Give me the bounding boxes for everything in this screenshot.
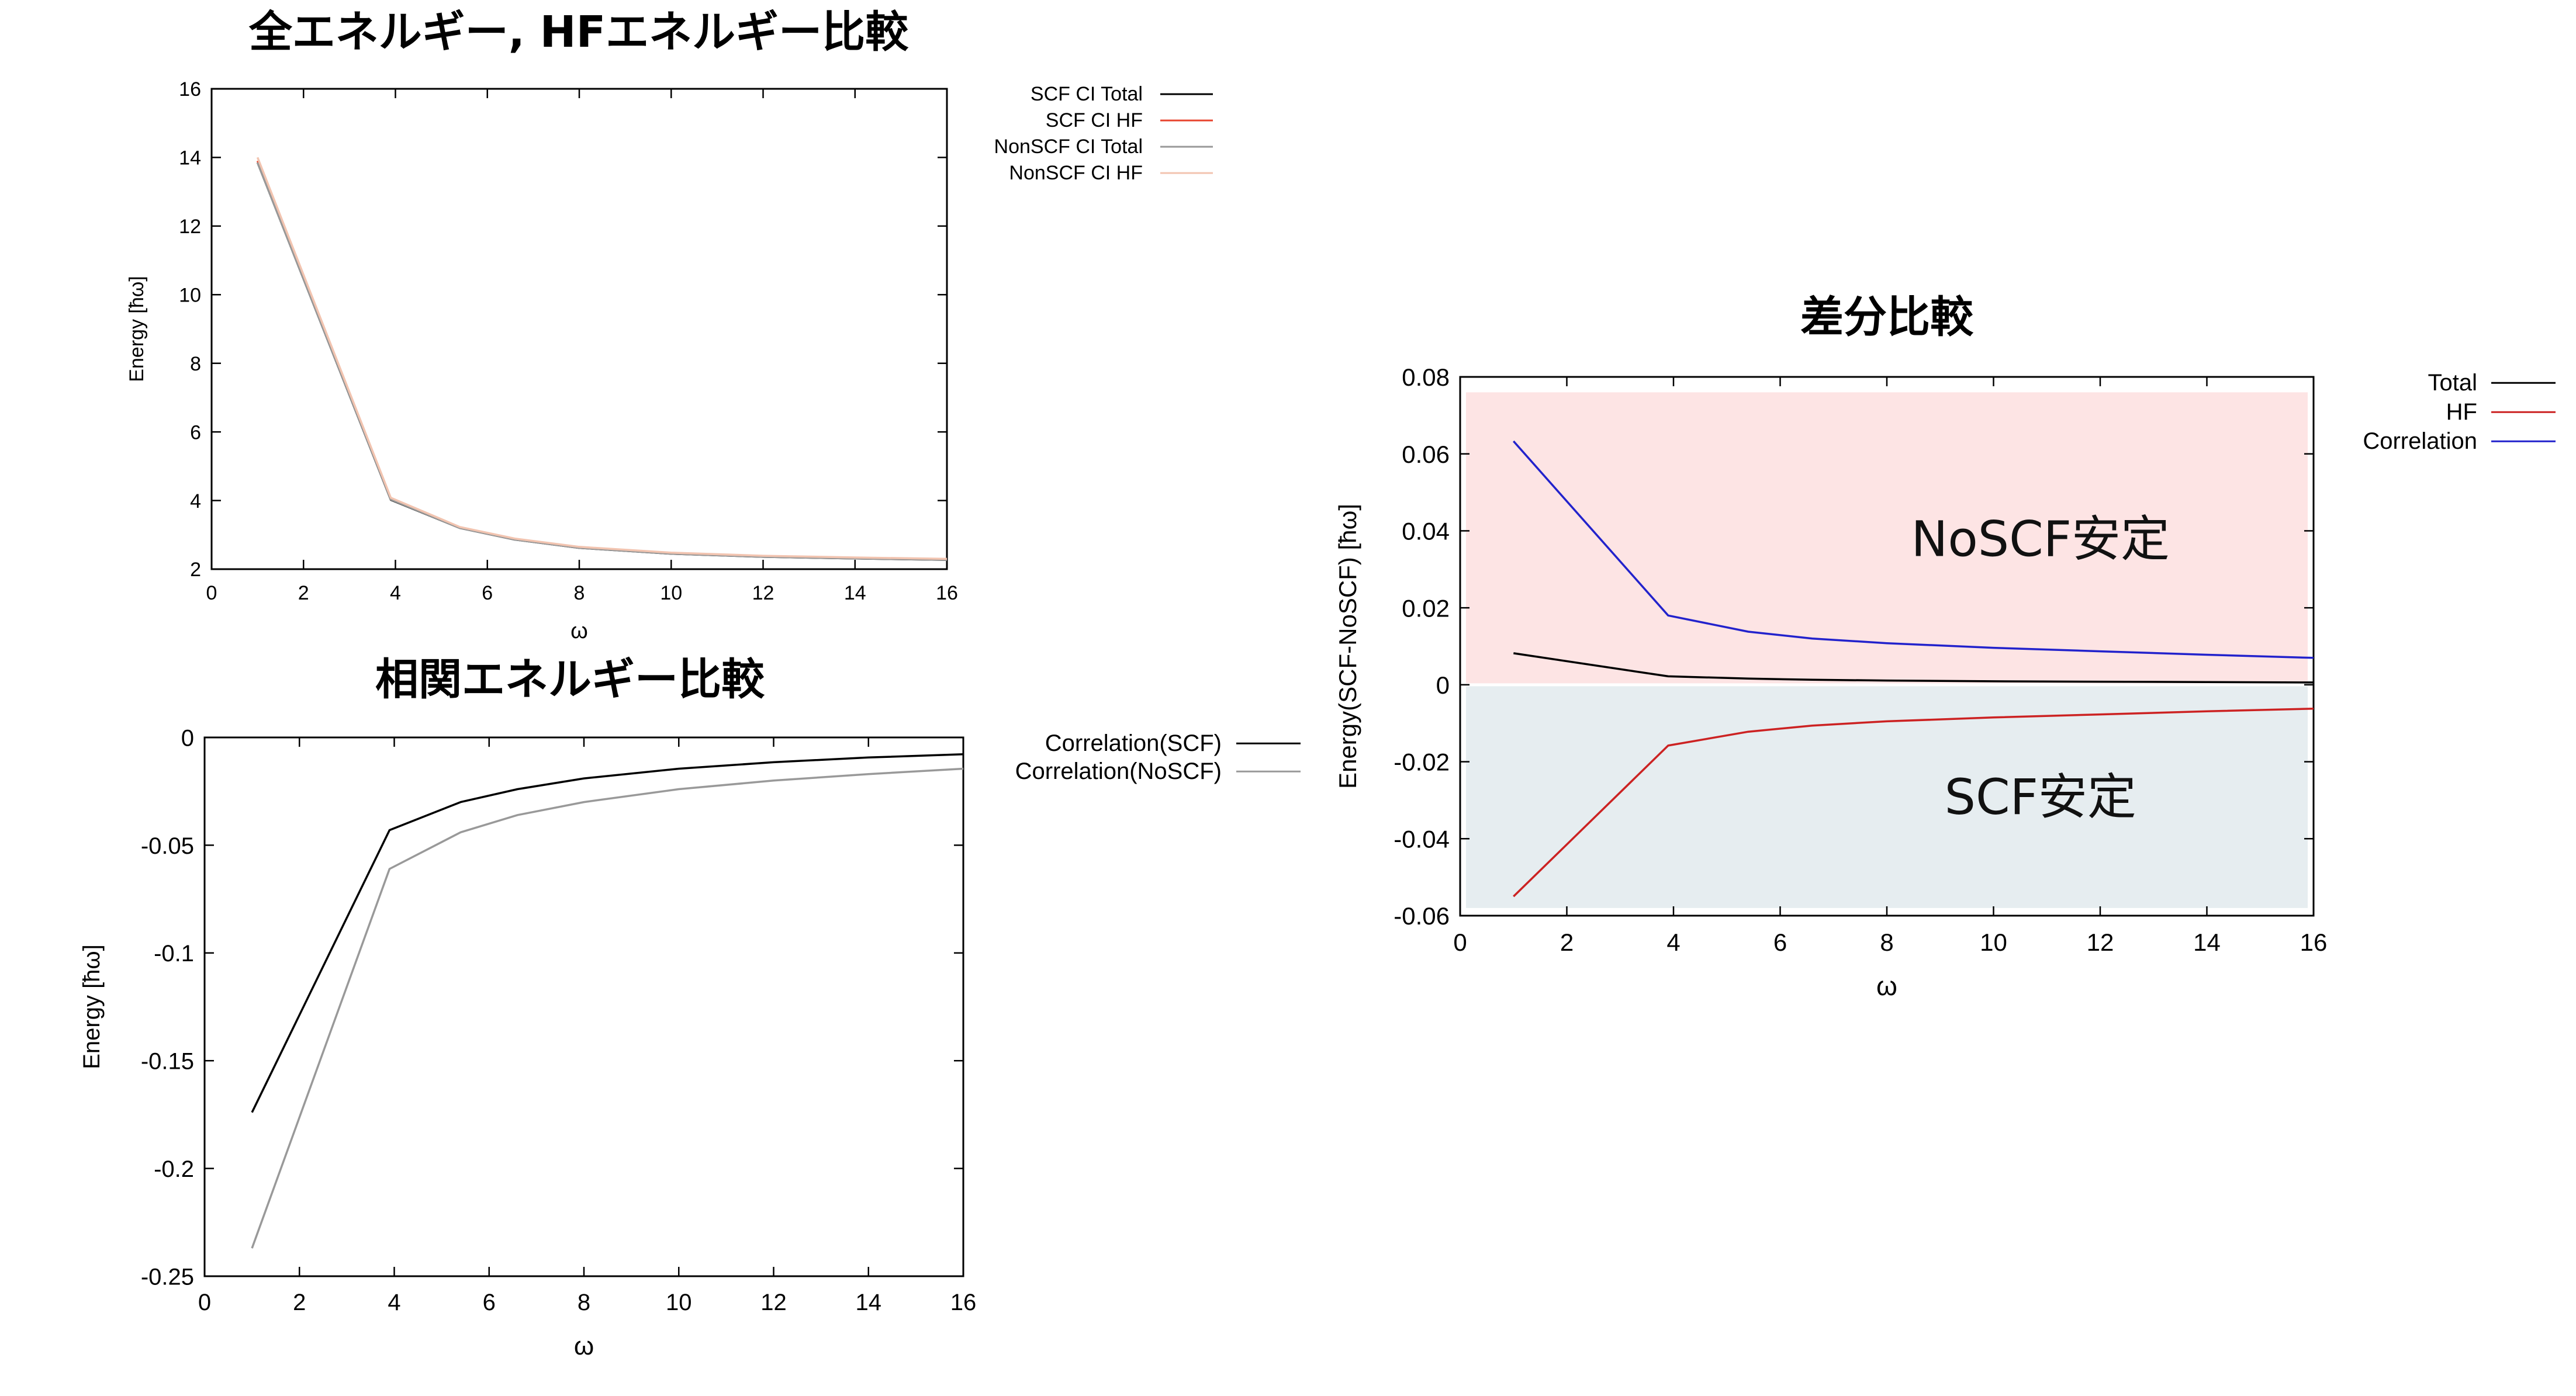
x-tick-label: 8 [578,1290,590,1315]
y-tick-label: 0 [181,725,194,751]
chart-3: 差分比較 NoSCF安定 SCF安定 0 2 4 6 8 10 12 14 16 0.08 0.06 0.0… [1334,292,2556,1001]
series-line-4 [256,157,948,560]
x-tick-label: 4 [1666,929,1680,956]
y-tick-label: -0.04 [1394,825,1450,853]
y-tick-label: -0.02 [1394,749,1450,776]
y-tick-label: 8 [190,353,201,375]
chart-title: 全エネルギー, HFエネルギー比較 [248,7,909,57]
y-axis-label: Energy(SCF-NoSCF) [ħω] [1334,504,1361,789]
legend-label: Correlation(SCF) [1045,730,1222,756]
series-line-2 [1513,707,2314,898]
series-line-2 [256,160,948,560]
legend-label: SCF CI Total [1031,83,1143,105]
y-tick-label: 16 [179,78,201,101]
x-tick-label: 16 [936,582,958,604]
y-tick-label: 0.04 [1402,518,1450,545]
y-tick-label: 0.08 [1402,363,1450,391]
series-line-3 [1512,440,2314,659]
y-tick-label: -0.1 [154,941,194,967]
series-line-3 [256,162,948,561]
y-tick-label: 12 [179,216,201,238]
legend-label: Total [2428,370,2478,396]
y-tick-label: -0.25 [141,1264,194,1290]
y-tick-label: -0.2 [154,1156,194,1182]
legend-label: Correlation(NoSCF) [1015,758,1222,784]
chart-title: 相関エネルギー比較 [375,654,765,705]
y-axis-label: Energy [ħω] [126,276,148,382]
x-tick-label: 4 [390,582,401,604]
x-axis-label: ω [1876,971,1897,1001]
y-tick-label: -0.15 [141,1049,194,1075]
x-tick-label: 2 [298,582,309,604]
y-tick-label: 14 [179,147,201,169]
region-noscf-stable [1466,392,2308,685]
x-tick-label: 10 [660,582,682,604]
x-tick-label: 12 [2087,929,2114,956]
y-tick-label: 4 [190,490,201,512]
y-axis-label: Energy [ħω] [79,944,105,1069]
series-line-1 [251,753,964,1113]
legend-label: NonSCF CI HF [1009,162,1143,184]
x-tick-label: 2 [293,1290,306,1315]
x-tick-label: 16 [2300,929,2328,956]
y-tick-label: -0.06 [1394,902,1450,930]
legend-label: Correlation [2363,428,2477,454]
plot-frame [203,736,964,1277]
series-line-1 [256,162,948,561]
region-label: NoSCF安定 [1911,511,2170,568]
x-tick-label: 2 [1560,929,1574,956]
y-tick-label: 10 [179,285,201,307]
x-tick-label: 6 [483,1290,496,1315]
x-axis-label: ω [574,1332,594,1360]
x-tick-label: 12 [752,582,774,604]
y-tick-label: 6 [190,421,201,444]
chart-title: 差分比較 [1800,292,1974,342]
x-tick-label: 14 [2193,929,2221,956]
x-tick-label: 4 [388,1290,400,1315]
chart-2: 相関エネルギー比較 0 2 4 6 8 10 12 14 16 0 -0.05 -0.1 -0.15 -0.… [79,654,1301,1360]
x-tick-label: 14 [844,582,866,604]
region-label: SCF安定 [1945,768,2136,826]
y-tick-label: 0.02 [1402,594,1450,622]
y-tick-label: 2 [190,559,201,581]
series-line-2 [251,767,964,1249]
x-tick-label: 0 [198,1290,211,1315]
plot-frame [210,88,948,570]
x-tick-label: 16 [950,1290,977,1315]
series-line-1 [1513,652,2314,684]
x-tick-label: 6 [1773,929,1787,956]
x-tick-label: 0 [1453,929,1467,956]
legend-label: SCF CI HF [1046,109,1143,131]
x-tick-label: 10 [666,1290,692,1315]
y-tick-label: 0 [1436,671,1450,699]
x-tick-label: 14 [856,1290,882,1315]
x-tick-label: 8 [574,582,585,604]
legend-label: NonSCF CI Total [994,136,1143,158]
x-tick-label: 12 [760,1290,787,1315]
x-tick-label: 0 [206,582,217,604]
y-tick-label: 0.06 [1402,441,1450,468]
y-tick-label: -0.05 [141,833,194,859]
x-axis-label: ω [570,619,588,643]
legend-label: HF [2446,399,2477,425]
x-tick-label: 10 [1980,929,2007,956]
x-tick-label: 8 [1880,929,1893,956]
x-tick-label: 6 [482,582,493,604]
region-scf-stable [1466,684,2308,908]
